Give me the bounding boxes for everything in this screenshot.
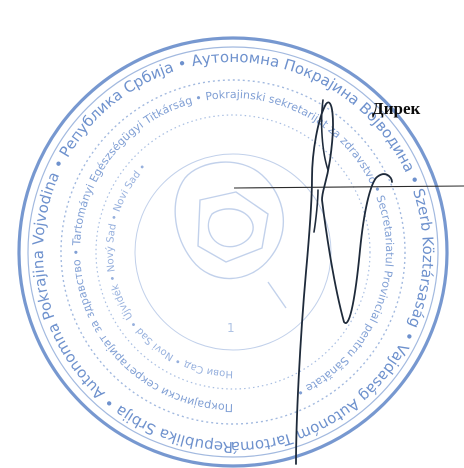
stamp-center-circle <box>134 153 332 351</box>
signature-flourish <box>313 99 329 233</box>
stamp-ring-divider-2 <box>95 114 371 390</box>
signature-baseline <box>233 185 464 189</box>
stamp-ring-divider <box>60 79 406 425</box>
stamp-inner-text: Покрајински секретаријат за здравство • … <box>70 88 396 414</box>
stamp-third-text: Нови Сад • Novi Sad • Újvidék • Nový Sad… <box>104 162 233 379</box>
official-stamp: Republika Srbija • Autonomna Pokrajina V… <box>0 0 449 468</box>
coat-of-arms-icon <box>174 161 287 309</box>
handwritten-signature <box>295 101 393 465</box>
stamp-outer-border-inner <box>27 46 439 458</box>
stamp-center-text: 1 <box>227 321 235 335</box>
director-title: Дирек <box>372 99 421 118</box>
stamp-outer-border <box>17 36 449 468</box>
